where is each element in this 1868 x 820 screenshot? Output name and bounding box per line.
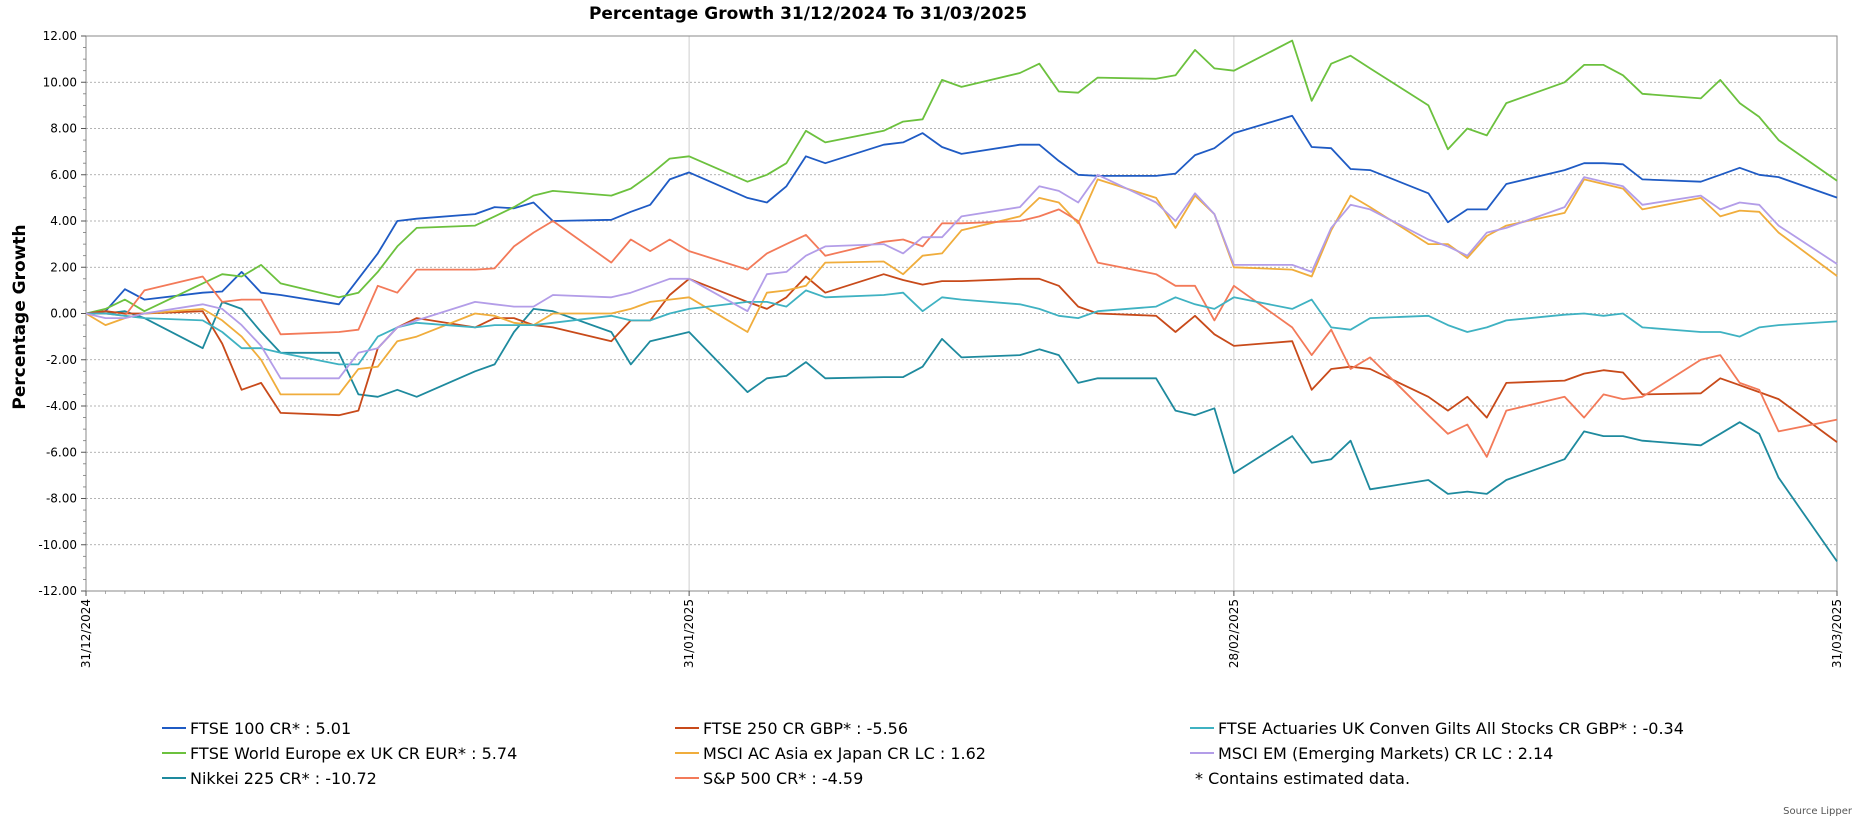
legend-label: Nikkei 225 CR* : -10.72 <box>190 769 377 788</box>
legend-item: FTSE 250 CR GBP* : -5.56 <box>675 719 908 738</box>
y-tick-label: 0.00 <box>50 307 77 321</box>
y-tick-label: 2.00 <box>50 260 77 274</box>
legend-item: MSCI EM (Emerging Markets) CR LC : 2.14 <box>1190 744 1553 763</box>
y-tick-label: -12.00 <box>38 584 77 598</box>
legend-label: FTSE 250 CR GBP* : -5.56 <box>703 719 908 738</box>
legend-item: S&P 500 CR* : -4.59 <box>675 769 863 788</box>
legend-label: MSCI AC Asia ex Japan CR LC : 1.62 <box>703 744 986 763</box>
series-line <box>85 173 1838 380</box>
y-axis-ticks: 12.00 10.00 8.00 6.00 4.00 2.00 0.00 -2.00 -4.00… <box>38 29 86 598</box>
legend-label: FTSE World Europe ex UK CR EUR* : 5.74 <box>190 744 517 763</box>
y-tick-label: -8.00 <box>46 492 77 506</box>
series-line <box>86 289 1838 366</box>
x-tick-label: 31/01/2025 <box>682 599 696 668</box>
legend-item: FTSE Actuaries UK Conven Gilts All Stock… <box>1190 719 1684 738</box>
y-tick-label: 6.00 <box>50 168 77 182</box>
series-line <box>86 208 1838 458</box>
y-tick-label: -4.00 <box>46 399 77 413</box>
y-tick-label: 10.00 <box>43 75 77 89</box>
series-line <box>85 273 1838 443</box>
legend: FTSE 100 CR* : 5.01 FTSE 250 CR GBP* : -5… <box>162 719 1684 788</box>
x-tick-label: 31/12/2024 <box>79 599 93 668</box>
source-label: Source Lipper <box>1783 806 1853 817</box>
legend-item: FTSE World Europe ex UK CR EUR* : 5.74 <box>162 744 517 763</box>
legend-item: FTSE 100 CR* : 5.01 <box>162 719 351 738</box>
x-tick-label: 31/03/2025 <box>1830 599 1844 668</box>
y-tick-label: 8.00 <box>50 122 77 136</box>
series-line <box>85 39 1838 315</box>
legend-label: FTSE 100 CR* : 5.01 <box>190 719 351 738</box>
y-tick-label: -2.00 <box>46 353 77 367</box>
series-line <box>85 114 1838 315</box>
legend-label: S&P 500 CR* : -4.59 <box>703 769 863 788</box>
y-tick-label: 12.00 <box>43 29 77 43</box>
chart-title: Percentage Growth 31/12/2024 To 31/03/20… <box>589 4 1027 24</box>
legend-label: FTSE Actuaries UK Conven Gilts All Stock… <box>1218 719 1684 738</box>
y-tick-label: 4.00 <box>50 214 77 228</box>
legend-label: MSCI EM (Emerging Markets) CR LC : 2.14 <box>1218 744 1553 763</box>
y-tick-label: -10.00 <box>38 538 77 552</box>
series-line <box>85 178 1838 396</box>
estimated-data-note: * Contains estimated data. <box>1195 769 1410 788</box>
x-axis-ticks: 31/12/2024 31/01/2025 28/02/2025 31/03/2025 <box>79 591 1844 668</box>
series-line <box>86 300 1838 562</box>
series-lines <box>85 39 1838 562</box>
legend-item: Nikkei 225 CR* : -10.72 <box>162 769 377 788</box>
legend-item: MSCI AC Asia ex Japan CR LC : 1.62 <box>675 744 986 763</box>
y-axis-label: Percentage Growth <box>10 224 30 409</box>
y-tick-label: -6.00 <box>46 445 77 459</box>
x-tick-label: 28/02/2025 <box>1227 599 1241 668</box>
